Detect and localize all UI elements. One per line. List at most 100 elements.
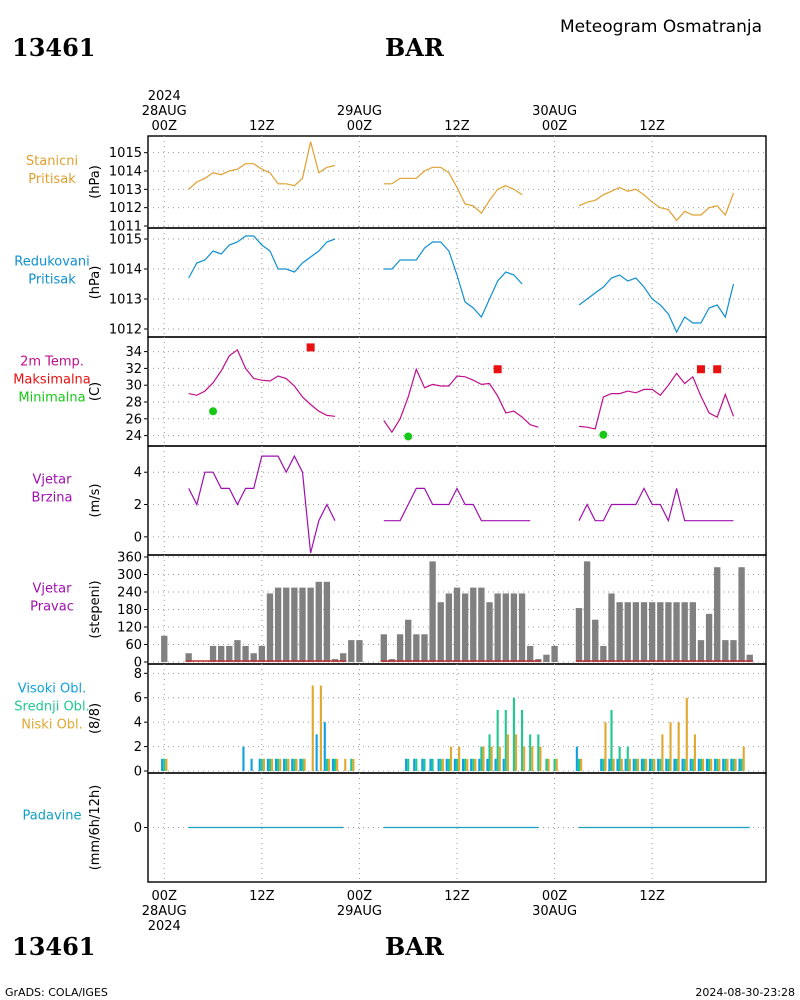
wind-dir-bar [405,619,412,662]
cloud-bar-1 [699,758,703,771]
panel-label-vjetar_brzina-1: Brzina [32,491,73,506]
cloud-bar-1 [708,758,711,771]
cloud-bar-1 [464,758,467,771]
cloud-bar-1 [659,758,662,771]
cloud-bar-1 [480,746,483,771]
wind-dir-bar [250,653,257,662]
wind-dir-bar [551,645,558,662]
cloud-bar-0 [461,758,465,771]
time-label: 00Z [542,119,568,134]
tmax-marker [713,365,722,374]
wind-dir-bar [234,640,241,662]
wind-dir-bar [486,602,493,662]
cloud-bar-2 [612,758,615,771]
cloud-bar-1 [610,709,613,771]
wind-dir-bar [283,587,290,662]
panel-label-stanicni_pritisak-0: Stanicni [26,154,78,169]
cloud-bar-2 [311,685,314,771]
wind-dir-bar [307,587,314,662]
panel-label-redukovani_pritisak-0: Redukovani [14,255,89,270]
cloud-bar-0 [738,758,741,771]
cloud-bar-2 [344,758,347,771]
cloud-bar-0 [486,758,489,771]
ytick-label: 0 [134,765,142,780]
footer-timestamp: 2024-08-30-23:28 [695,986,795,999]
ytick-label: 240 [117,586,142,601]
ytick-label: 34 [125,345,142,360]
time-label: 00Z [347,889,373,904]
wind-dir-bar [315,581,322,662]
cloud-bar-0 [640,758,643,771]
wind-dir-bar [291,587,298,662]
cloud-bar-2 [645,758,648,771]
wind-dir-bar [470,587,477,662]
wind-dir-bar [348,640,355,662]
time-label: 12Z [249,889,275,904]
cloud-bar-0 [405,758,408,771]
cloud-bar-2 [734,758,737,771]
wind-dir-bar [266,593,274,662]
cloud-bar-0 [315,734,318,771]
cloud-bar-0 [274,758,278,771]
wind-dir-bar [518,593,526,662]
panel-redukovani_pritisak: 1012 1013 1014 1015 (hPa)Redukovani Pritisak [14,227,767,338]
wind-dir-bar [648,602,656,662]
ytick-label: 60 [125,638,142,653]
cloud-bar-2 [620,758,623,771]
cloud-bar-1 [529,734,532,771]
cloud-bar-1 [545,758,548,771]
wind-dir-bar [697,640,705,662]
wind-dir-bar [494,593,501,662]
cloud-bar-2 [677,722,680,771]
cloud-bar-1 [732,758,735,771]
ytick-label: 24 [125,429,142,444]
time-label: 28AUG [142,904,187,919]
wind-dir-bar [673,602,680,662]
cloud-bar-1 [512,697,515,771]
cloud-bar-0 [453,758,456,771]
wind-dir-bar [730,640,737,662]
ylabel-temperatura: (C) [88,382,103,401]
cloud-bar-0 [470,758,473,771]
cloud-bar-0 [697,758,700,771]
wind-dir-bar [461,593,469,662]
panel-label-oblacnost-0: Visoki Obl. [18,682,86,697]
cloud-bar-2 [661,734,664,771]
cloud-bar-1 [447,758,450,771]
wind-dir-bar [575,608,583,662]
wind-dir-bar [339,653,347,662]
ytick-label: 1012 [109,323,142,338]
ylabel-oblacnost: (8/8) [88,703,103,734]
cloud-bar-2 [271,758,274,771]
cloud-bar-1 [268,758,272,771]
cloud-bar-1 [683,758,686,771]
cloud-bar-1 [293,758,296,771]
cloud-bar-1 [716,758,719,771]
cloud-bar-2 [531,746,534,771]
cloud-bar-2 [702,758,705,771]
panels: 1011 1012 1013 1014 1015 (hPa) Stanicni Pritisa… [13,135,767,883]
panel-label-padavine-0: Padavine [23,809,82,824]
cloud-bar-2 [628,758,631,771]
wind-dir-bar [218,645,225,662]
panel-label-temperatura-2: Minimalna [18,391,85,406]
cloud-bar-1 [431,758,434,771]
time-label: 2024 [148,919,181,934]
time-label: 12Z [444,889,470,904]
tmin-marker [404,432,413,441]
cloud-bar-1 [675,758,678,771]
panel-label-stanicni_pritisak-1: Pritisak [28,172,76,187]
ytick-label: 1012 [109,201,142,216]
series-line-redukovani_pritisak [188,235,336,279]
ylabel-vjetar_pravac: (stepeni) [88,580,103,638]
wind-dir-bar [738,567,745,662]
cloud-bar-1 [577,758,581,771]
series-line-redukovani_pritisak [578,274,735,334]
cloud-bar-2 [669,722,672,771]
cloud-bar-0 [323,722,326,771]
station-id-top: 13461 [12,33,96,62]
cloud-bar-2 [474,758,477,771]
wind-dir-bar [722,640,729,662]
